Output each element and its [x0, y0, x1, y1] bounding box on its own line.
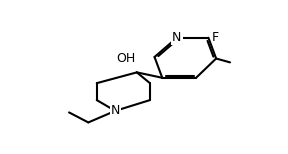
Text: F: F	[211, 31, 219, 44]
Text: N: N	[111, 104, 120, 117]
Text: N: N	[172, 31, 181, 44]
Text: OH: OH	[116, 53, 135, 65]
